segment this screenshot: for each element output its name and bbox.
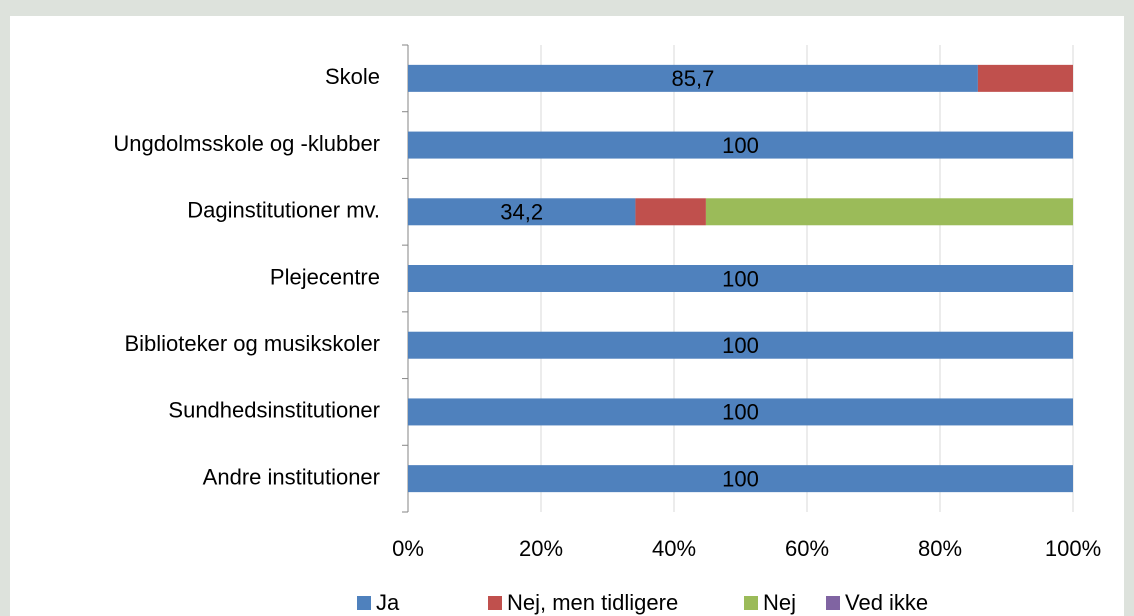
legend-label: Nej <box>763 590 796 615</box>
legend-label: Ja <box>376 590 400 615</box>
x-tick-label: 20% <box>519 536 563 561</box>
data-label: 34,2 <box>500 200 543 225</box>
legend-swatch <box>488 596 502 610</box>
legend-label: Nej, men tidligere <box>507 590 678 615</box>
x-tick-label: 40% <box>652 536 696 561</box>
y-tick-label: Ungdolmsskole og -klubber <box>113 131 380 156</box>
y-tick-label: Skole <box>325 64 380 89</box>
legend-swatch <box>826 596 840 610</box>
data-label: 100 <box>722 133 759 158</box>
data-label: 100 <box>722 466 759 491</box>
bar-segment <box>408 64 978 92</box>
bar-segment <box>408 131 1073 159</box>
bar-segment <box>408 198 636 226</box>
x-tick-label: 100% <box>1045 536 1101 561</box>
x-tick-label: 0% <box>392 536 424 561</box>
bar-segment <box>408 398 1073 426</box>
legend-swatch <box>357 596 371 610</box>
y-tick-label: Andre institutioner <box>203 464 380 489</box>
legend-label: Ved ikke <box>845 590 928 615</box>
bar-segment <box>977 64 1073 92</box>
y-tick-label: Plejecentre <box>270 264 380 289</box>
data-label: 85,7 <box>672 66 715 91</box>
data-label: 100 <box>722 266 759 291</box>
legend-swatch <box>744 596 758 610</box>
x-tick-label: 60% <box>785 536 829 561</box>
x-tick-label: 80% <box>918 536 962 561</box>
chart-area <box>10 16 1124 616</box>
bar-segment <box>408 465 1073 493</box>
bar-segment <box>408 331 1073 359</box>
bar-segment <box>635 198 706 226</box>
bar-segment <box>408 265 1073 292</box>
y-tick-label: Daginstitutioner mv. <box>187 198 380 223</box>
y-tick-label: Sundhedsinstitutioner <box>168 398 380 423</box>
data-label: 100 <box>722 333 759 358</box>
bar-segment <box>705 198 1073 226</box>
y-tick-label: Biblioteker og musikskoler <box>124 331 380 356</box>
data-label: 100 <box>722 400 759 425</box>
